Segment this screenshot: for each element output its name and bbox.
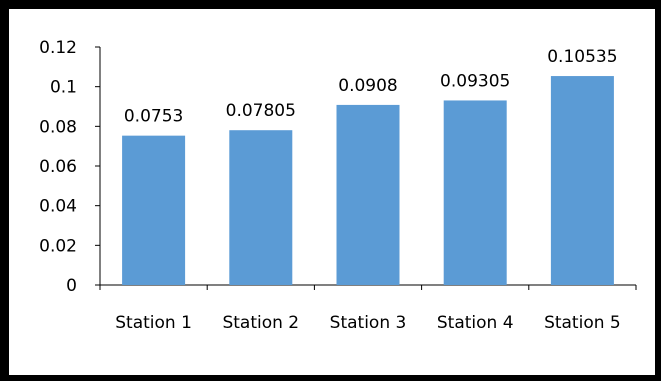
bar-station-4 (443, 100, 507, 285)
y-tick-label: 0.06 (39, 157, 77, 177)
y-tick-labels: 0 0.02 0.04 0.06 0.08 0.1 0.12 (39, 38, 77, 296)
x-tick-labels: Station 1 Station 2 Station 3 Station 4 Stat… (115, 313, 620, 333)
x-tick-label-station-1: Station 1 (115, 313, 192, 333)
data-label-station-3: 0.0908 (338, 76, 397, 96)
data-label-station-4: 0.09305 (440, 71, 510, 91)
y-axis (95, 46, 101, 286)
y-tick-label: 0.1 (50, 78, 77, 98)
x-axis (99, 284, 637, 290)
y-tick-label: 0.08 (39, 117, 77, 137)
data-label-station-1: 0.0753 (124, 107, 183, 127)
data-label-station-5: 0.10535 (547, 47, 617, 67)
x-tick-label-station-4: Station 4 (437, 313, 514, 333)
y-tick-label: 0.12 (39, 38, 77, 58)
data-label-station-2: 0.07805 (226, 101, 296, 121)
y-tick-label: 0.04 (39, 197, 77, 217)
bar-station-5 (550, 76, 614, 285)
bar-station-3 (336, 104, 400, 285)
x-tick-label-station-2: Station 2 (222, 313, 299, 333)
bar-station-2 (229, 130, 293, 285)
y-tick-label: 0.02 (39, 236, 77, 256)
x-tick-label-station-5: Station 5 (544, 313, 621, 333)
bars (122, 76, 614, 285)
y-tick-label: 0 (66, 276, 77, 296)
bar-station-1 (122, 135, 186, 285)
data-labels: 0.0753 0.07805 0.0908 0.09305 0.10535 (124, 47, 618, 127)
x-tick-label-station-3: Station 3 (330, 313, 407, 333)
